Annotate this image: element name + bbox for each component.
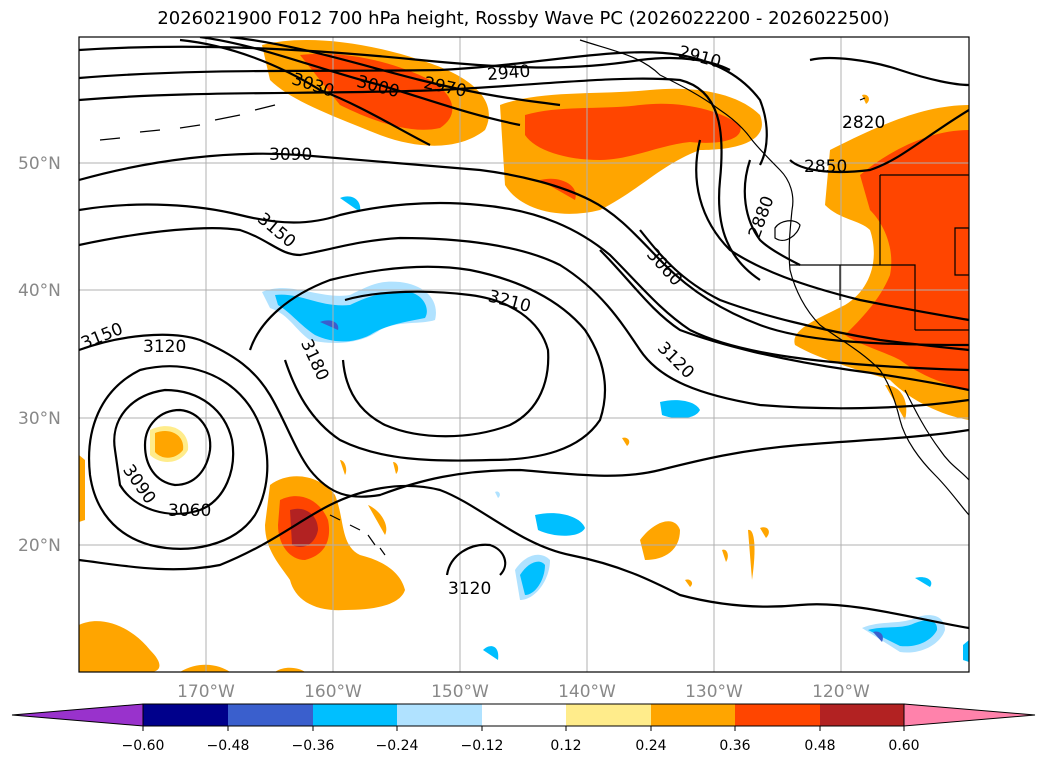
hawaii-islands <box>329 514 386 556</box>
contour-2970 <box>229 37 561 107</box>
contour-2940 <box>79 45 731 71</box>
colorbar-segment <box>143 704 228 726</box>
colorbar-max-extend <box>903 703 1036 727</box>
latitude-labels: 50°N 40°N 30°N 20°N <box>18 154 61 556</box>
contour-2880 <box>79 77 761 281</box>
lat-label: 20°N <box>18 536 61 556</box>
contour-label: 2820 <box>842 113 885 133</box>
contour-3120-low <box>79 484 969 630</box>
contour-2820 <box>809 56 969 87</box>
contour-2850 <box>789 109 969 174</box>
contour-3120-small <box>445 543 507 576</box>
colorbar-tick-label: −0.24 <box>376 738 419 754</box>
contour-3090 <box>88 365 269 550</box>
colorbar-segment <box>735 704 820 726</box>
lat-label: 50°N <box>18 154 61 174</box>
colorbar-tick-label: −0.48 <box>207 738 250 754</box>
colorbar-tick-label: −0.60 <box>122 738 165 754</box>
colorbar-segment <box>820 704 904 726</box>
contour-3180 <box>248 265 607 462</box>
colorbar-segment <box>482 704 566 726</box>
contour-3210 <box>341 290 550 438</box>
contour-label: 2940 <box>486 61 531 85</box>
contour-3120-mid <box>79 333 969 498</box>
coastlines <box>99 39 969 556</box>
lon-label: 170°W <box>177 682 235 702</box>
map-frame <box>78 36 970 673</box>
lon-label: 130°W <box>685 682 743 702</box>
colorbar-tick-label: 0.24 <box>635 738 666 754</box>
contour-3060 <box>113 388 235 515</box>
colorbar-segment <box>566 704 651 726</box>
colorbar-tick-label: 0.48 <box>804 738 835 754</box>
colorbar-segment <box>651 704 735 726</box>
lon-label: 150°W <box>431 682 489 702</box>
contour-3150 <box>79 227 969 410</box>
contour-label: 2850 <box>804 157 847 177</box>
lon-label: 120°W <box>812 682 870 702</box>
colorbar-tick-label: 0.36 <box>719 738 750 754</box>
contour-label: 3060 <box>168 501 211 521</box>
colorbar-tick-label: 0.60 <box>888 738 919 754</box>
lat-label: 40°N <box>18 281 61 301</box>
west-coast <box>788 209 969 516</box>
lat-label: 30°N <box>18 409 61 429</box>
map-title: 2026021900 F012 700 hPa height, Rossby W… <box>157 8 890 29</box>
gridlines <box>79 37 969 672</box>
contour-label: 3120 <box>143 337 186 357</box>
height-contours <box>79 37 969 630</box>
colorbar-tick-label: −0.36 <box>292 738 335 754</box>
colorbar-min-extend <box>11 703 144 727</box>
contour-3090-north <box>79 152 969 347</box>
contour-label: 3120 <box>448 579 491 599</box>
colorbar-tick-label: −0.12 <box>461 738 504 754</box>
contour-2910 <box>79 51 768 166</box>
colorbar-segment <box>313 704 397 726</box>
longitude-labels: 170°W 160°W 150°W 140°W 130°W 120°W <box>177 682 870 702</box>
colorbar-tick-label: 0.12 <box>550 738 581 754</box>
contour-label: 3090 <box>269 145 312 165</box>
colorbar: −0.60 −0.48 −0.36 −0.24 −0.12 0.12 0.24 … <box>11 703 1036 754</box>
colorbar-segment <box>228 704 313 726</box>
lon-label: 140°W <box>558 682 616 702</box>
lon-label: 160°W <box>304 682 362 702</box>
colorbar-segment <box>397 704 482 726</box>
